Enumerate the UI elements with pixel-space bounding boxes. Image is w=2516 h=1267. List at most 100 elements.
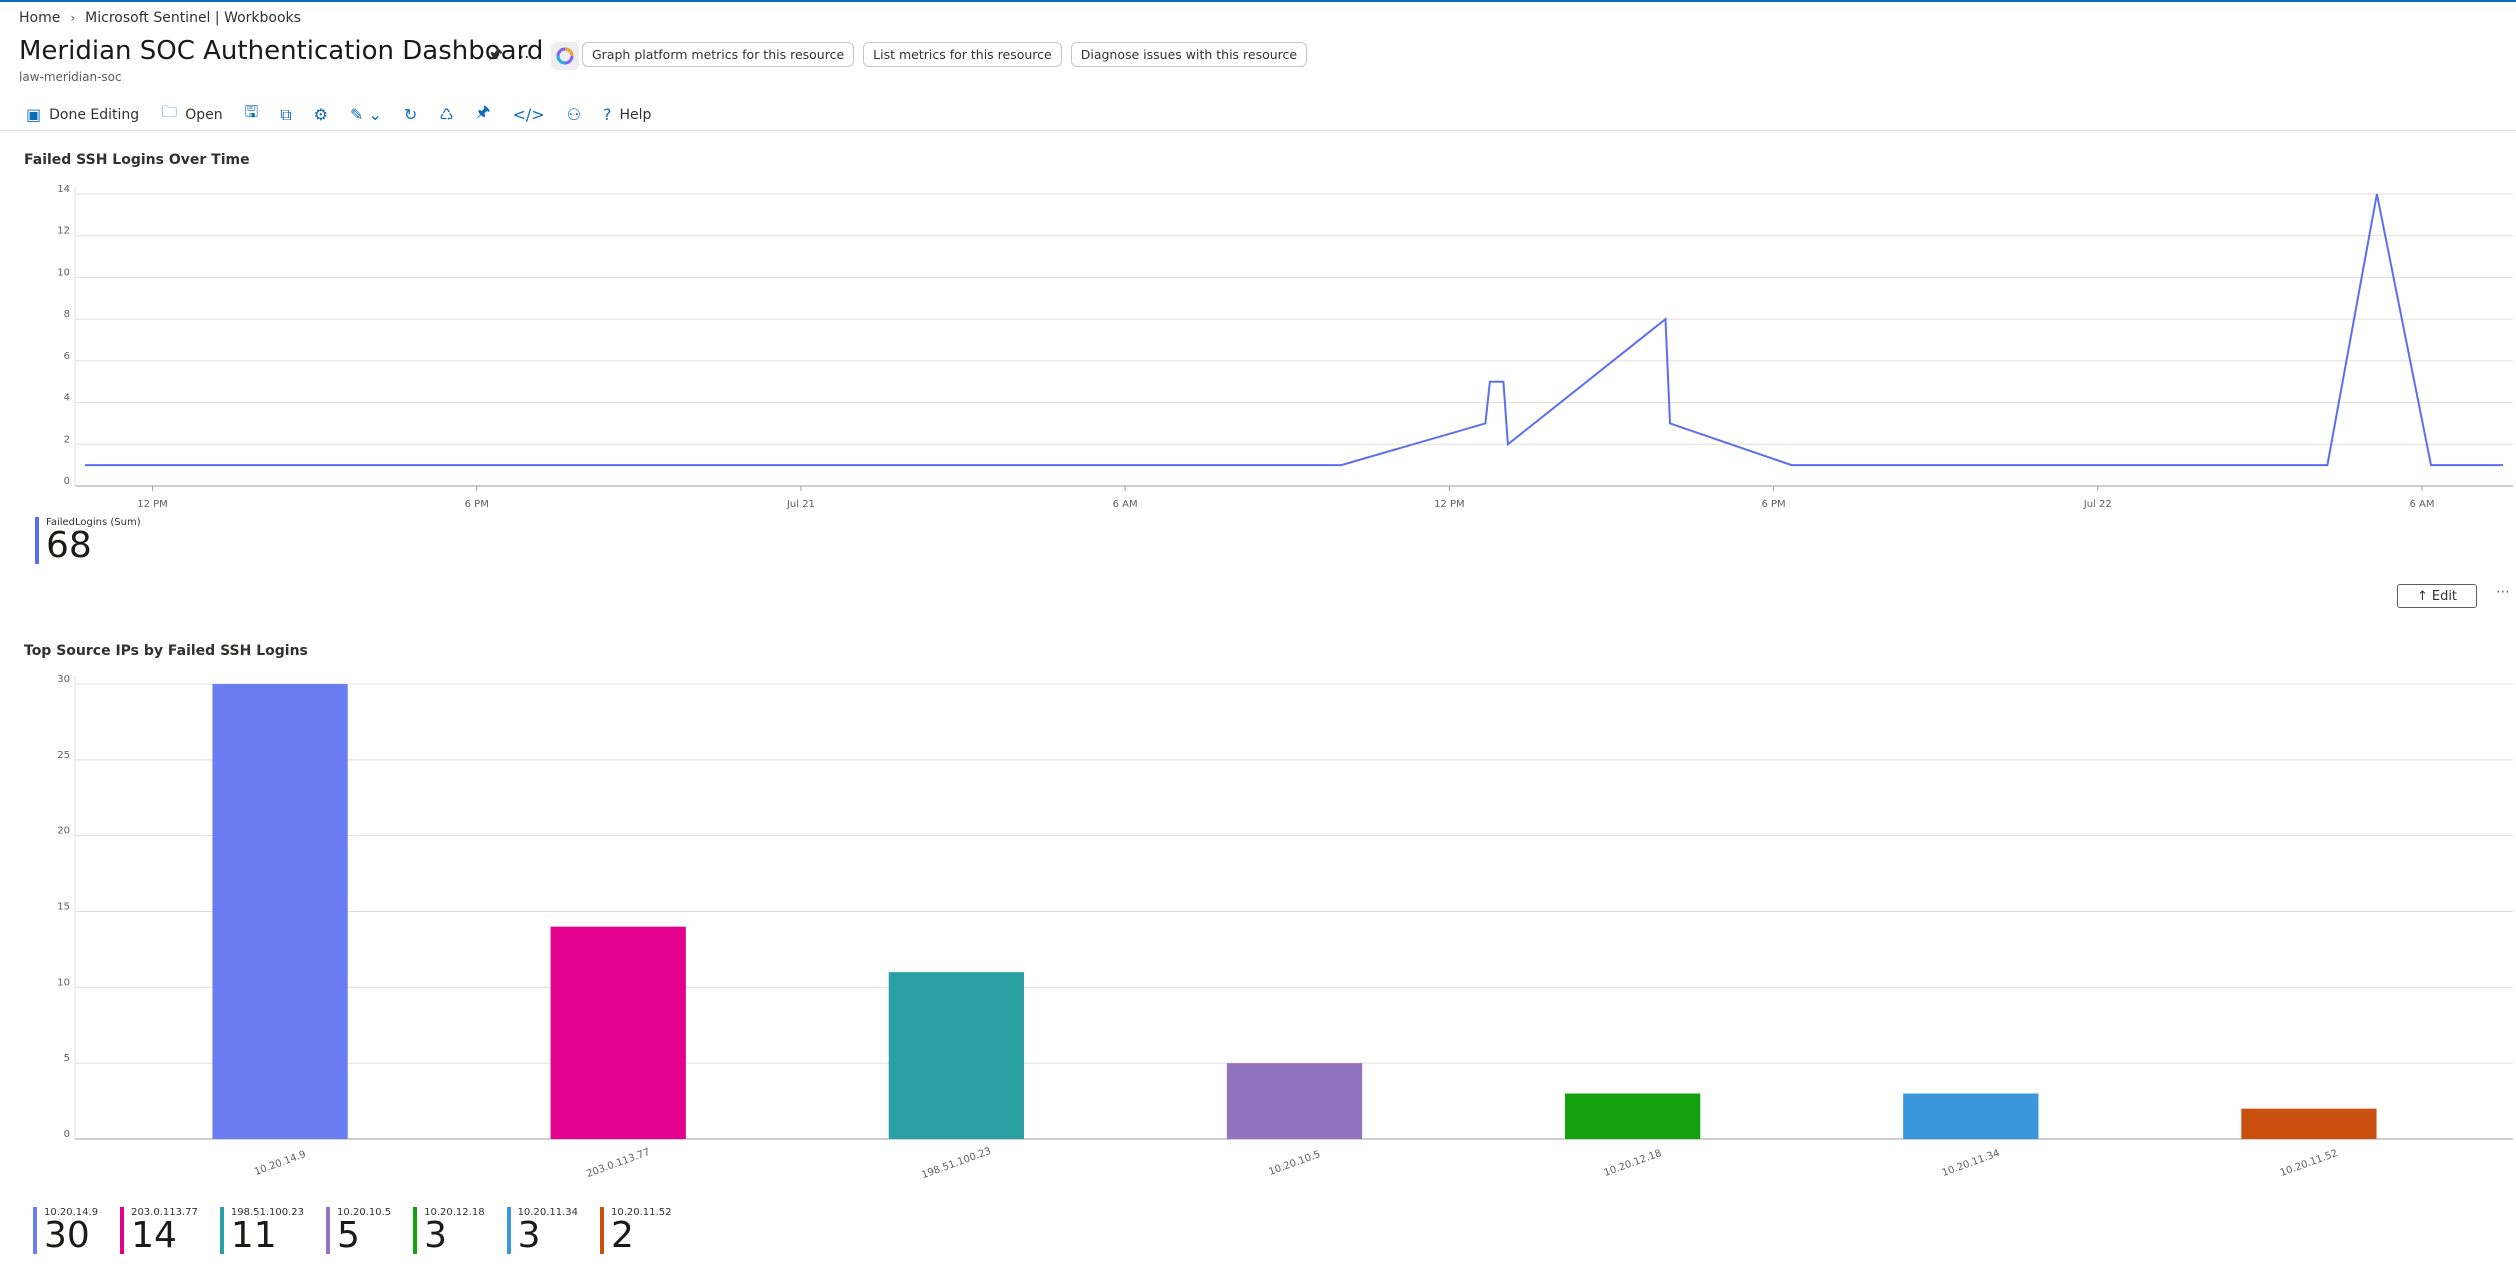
legend-value: 30 (44, 1215, 90, 1256)
legend-item: 10.20.11.52 2 (600, 1207, 671, 1254)
y-tick-label: 8 (64, 309, 70, 320)
legend-item: 10.20.12.18 3 (413, 1207, 485, 1256)
legend-text: 10.20.14.9 30 (44, 1207, 98, 1254)
bar (550, 926, 686, 1139)
x-tick-label: 6 PM (465, 499, 489, 510)
y-tick-label: 4 (64, 393, 70, 404)
legend-swatch (219, 1207, 224, 1254)
y-tick-label: 25 (57, 750, 70, 761)
y-tick-label: 10 (57, 977, 70, 988)
breadcrumb-link[interactable]: Home (19, 10, 61, 26)
line-summary: FailedLogins (Sum) 68 (35, 517, 141, 564)
header-actions: Graph platform metrics for this resource… (582, 42, 1308, 67)
x-tick-label: 6 PM (1761, 499, 1785, 510)
legend-total: 68 (46, 525, 92, 566)
page-title: Meridian SOC Authentication Dashboard (19, 36, 544, 66)
x-tick-label: 203.0.113.77 (585, 1147, 652, 1180)
copilot-icon[interactable] (550, 42, 579, 70)
x-tick-label: 6 AM (1113, 499, 1138, 510)
y-tick-label: 12 (57, 226, 70, 237)
icon: ▣ (26, 105, 42, 124)
toolbar-button[interactable]: ▣ Done Editing (26, 105, 139, 124)
legend-swatch (120, 1207, 125, 1254)
x-tick-label: Jul 21 (786, 499, 815, 510)
settings-icon[interactable]: ⚙ (313, 105, 329, 124)
bar (212, 684, 348, 1139)
legend-name: FailedLogins (Sum) (46, 517, 141, 528)
edit-icon[interactable]: ✎ ⌄ (350, 105, 382, 124)
y-tick-label: 15 (57, 902, 70, 913)
feedback-icon[interactable]: ⚇ (566, 105, 582, 124)
refresh-icon[interactable]: ↻ (403, 105, 418, 124)
copilot-logo (556, 47, 574, 65)
header-icons: 🖈 ⋯ (488, 42, 579, 70)
y-tick-label: 14 (57, 184, 70, 195)
legend-text: 10.20.10.5 5 (337, 1207, 391, 1254)
y-tick-label: 5 (64, 1053, 70, 1064)
legend-swatch (33, 1207, 37, 1254)
icon: ? (603, 105, 612, 124)
code-icon[interactable]: </> (512, 105, 545, 124)
edit-button[interactable]: ↑ Edit (2397, 584, 2477, 608)
legend-value: 3 (424, 1215, 448, 1256)
legend-text: 10.20.11.34 3 (518, 1207, 578, 1254)
y-tick-label: 0 (64, 476, 70, 487)
x-tick-label: 10.20.14.9 (253, 1149, 308, 1178)
x-tick-label: 198.51.100.23 (920, 1146, 993, 1181)
legend-swatch (413, 1207, 418, 1254)
y-tick-label: 10 (57, 267, 70, 278)
legend-value: 3 (517, 1215, 541, 1256)
edit-label: Edit (2431, 588, 2458, 604)
legend-item: 198.51.100.23 11 (219, 1207, 305, 1256)
bar (888, 972, 1024, 1139)
page-subtitle: law-meridian-soc (19, 70, 122, 84)
bar (1903, 1093, 2039, 1139)
legend-item: 10.20.11.34 3 (506, 1207, 578, 1254)
legend-swatch (35, 517, 39, 564)
legend-name: 198.51.100.23 (230, 1207, 305, 1218)
toolbar-button[interactable]: 🗀 Open (161, 101, 222, 128)
x-tick-label: 10.20.12.18 (1603, 1148, 1664, 1179)
x-tick-label: 12 PM (1434, 499, 1465, 510)
copy-icon[interactable]: ⧉ (280, 104, 292, 124)
more-icon[interactable]: ⋯ (518, 46, 535, 66)
toolbar: ▣ Done Editing 🗀 Open 🖫 ⧉ ⚙ ✎ ⌄ ↻ ♺ 🖈 </> … (26, 101, 651, 128)
legend-text: 10.20.11.52 2 (611, 1207, 671, 1254)
legend-name: 10.20.10.5 (337, 1207, 392, 1218)
save-icon[interactable]: 🖫 (244, 102, 259, 121)
bar (1565, 1093, 1701, 1139)
legend-item: 10.20.10.5 5 (326, 1207, 391, 1254)
legend-value: 2 (611, 1215, 634, 1256)
x-tick-label: 12 PM (137, 499, 168, 510)
legend-item: FailedLogins (Sum) 68 (35, 517, 141, 564)
x-tick-label: 10.20.11.34 (1941, 1148, 2002, 1179)
action-button[interactable]: Graph platform metrics for this resource (582, 42, 855, 67)
more-button[interactable]: ⋯ (2496, 584, 2510, 600)
action-button[interactable]: Diagnose issues with this resource (1070, 42, 1308, 67)
divider (0, 130, 2516, 131)
bar (1226, 1063, 1363, 1139)
pin-icon[interactable]: 🖈 (475, 102, 491, 121)
legend-value: 11 (230, 1215, 277, 1256)
breadcrumb-link[interactable]: Microsoft Sentinel | Workbooks (85, 10, 301, 26)
legend-swatch (326, 1207, 331, 1254)
chart-title: Failed SSH Logins Over Time (24, 152, 250, 168)
y-tick-label: 6 (64, 351, 70, 362)
toolbar-button[interactable]: ? Help (603, 105, 651, 124)
share-icon[interactable]: ♺ (439, 105, 454, 124)
x-tick-label: 10.20.11.52 (2279, 1148, 2340, 1179)
x-tick-label: Jul 22 (2083, 499, 2112, 510)
breadcrumb: Home › Microsoft Sentinel | Workbooks (19, 10, 301, 26)
chart-title: Top Source IPs by Failed SSH Logins (24, 643, 308, 659)
legend-name: 10.20.14.9 (44, 1207, 99, 1218)
legend-text: FailedLogins (Sum) 68 (46, 517, 141, 564)
series-line (85, 193, 2503, 467)
legend-name: 10.20.11.52 (611, 1207, 672, 1218)
pin-icon[interactable]: 🖈 (488, 43, 503, 63)
y-tick-label: 20 (57, 826, 70, 837)
legend-value: 14 (131, 1215, 177, 1256)
action-button[interactable]: List metrics for this resource (863, 42, 1062, 67)
